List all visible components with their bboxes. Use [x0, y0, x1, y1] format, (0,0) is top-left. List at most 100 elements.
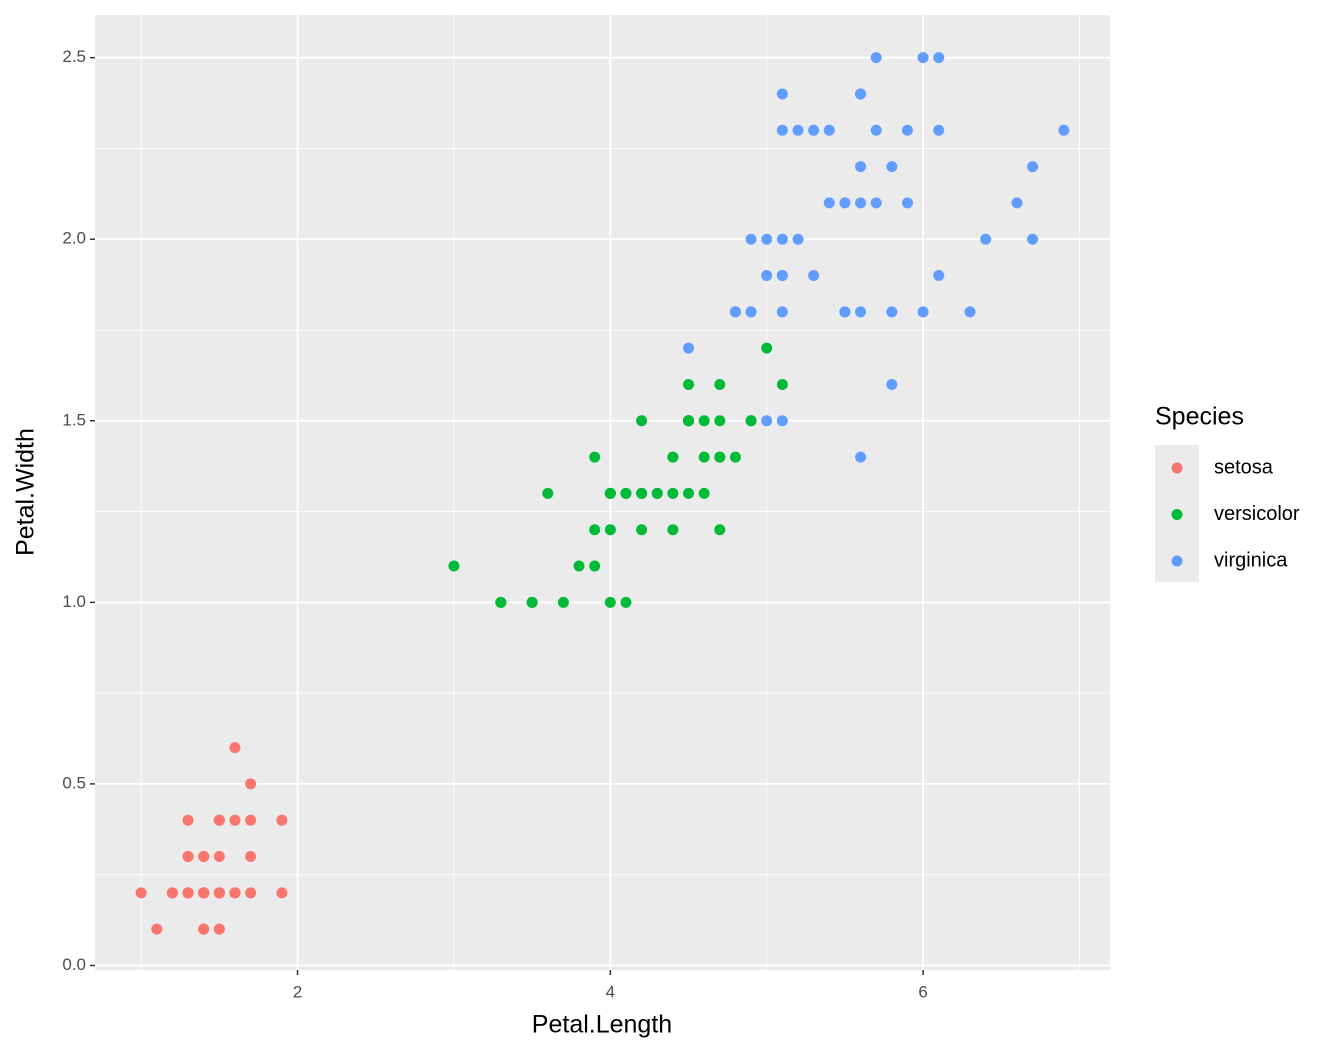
- point: [683, 378, 695, 390]
- point: [667, 524, 679, 536]
- point: [636, 524, 648, 536]
- point: [855, 306, 867, 318]
- point: [886, 378, 898, 390]
- point: [620, 596, 632, 608]
- point: [604, 524, 616, 536]
- point: [526, 596, 538, 608]
- point: [933, 52, 945, 64]
- point: [792, 124, 804, 136]
- point: [855, 161, 867, 173]
- point: [135, 887, 147, 899]
- y-tick-label: 2.5: [62, 47, 86, 66]
- point: [589, 451, 601, 463]
- point: [823, 124, 835, 136]
- y-tick-label: 0.0: [62, 955, 86, 974]
- point: [604, 596, 616, 608]
- point: [745, 415, 757, 427]
- point: [229, 742, 241, 754]
- point: [761, 415, 773, 427]
- point: [182, 814, 194, 826]
- point: [1027, 161, 1039, 173]
- point: [245, 814, 257, 826]
- x-axis-title: Petal.Length: [532, 1011, 672, 1039]
- point: [761, 342, 773, 354]
- panel: [95, 15, 1110, 970]
- point: [714, 378, 726, 390]
- point: [667, 487, 679, 499]
- point: [604, 487, 616, 499]
- point: [245, 851, 257, 863]
- point: [901, 197, 913, 209]
- point: [839, 306, 851, 318]
- point: [808, 124, 820, 136]
- point: [776, 124, 788, 136]
- point: [761, 233, 773, 245]
- point: [823, 197, 835, 209]
- point: [745, 233, 757, 245]
- point: [276, 887, 288, 899]
- point: [792, 233, 804, 245]
- y-tick-label: 1.5: [62, 410, 86, 429]
- point: [198, 923, 210, 935]
- point: [917, 52, 929, 64]
- point: [213, 851, 225, 863]
- point: [855, 451, 867, 463]
- point: [698, 415, 710, 427]
- point: [495, 596, 507, 608]
- x-tick-label: 6: [918, 982, 927, 1001]
- point: [276, 814, 288, 826]
- y-axis-title: Petal.Width: [12, 428, 40, 556]
- point: [1058, 124, 1070, 136]
- points: [135, 52, 1070, 935]
- point: [589, 524, 601, 536]
- point: [667, 451, 679, 463]
- point: [761, 270, 773, 282]
- point: [182, 851, 194, 863]
- point: [683, 487, 695, 499]
- point: [729, 451, 741, 463]
- point: [808, 270, 820, 282]
- grid: [95, 15, 1110, 970]
- point: [213, 814, 225, 826]
- point: [933, 124, 945, 136]
- point: [683, 342, 695, 354]
- point: [557, 596, 569, 608]
- point: [870, 52, 882, 64]
- point: [917, 306, 929, 318]
- point: [776, 306, 788, 318]
- point: [198, 887, 210, 899]
- legend-key: [1171, 509, 1183, 520]
- point: [776, 88, 788, 100]
- point: [964, 306, 976, 318]
- point: [683, 415, 695, 427]
- point: [229, 887, 241, 899]
- point: [714, 415, 726, 427]
- point: [776, 378, 788, 390]
- point: [151, 923, 163, 935]
- point: [870, 124, 882, 136]
- y-tick-label: 0.5: [62, 773, 86, 792]
- legend-key: [1171, 462, 1183, 474]
- point: [1027, 233, 1039, 245]
- legend-label: setosa: [1214, 456, 1274, 478]
- point: [1011, 197, 1023, 209]
- point: [636, 415, 648, 427]
- point: [980, 233, 992, 245]
- legend-key: [1171, 555, 1183, 567]
- point: [855, 197, 867, 209]
- point: [166, 887, 178, 899]
- point: [870, 197, 882, 209]
- y-tick-label: 2.0: [62, 229, 86, 248]
- point: [776, 270, 788, 282]
- point: [855, 88, 867, 100]
- point: [245, 778, 257, 790]
- point: [229, 814, 241, 826]
- point: [542, 487, 554, 499]
- point: [448, 560, 460, 572]
- point: [886, 306, 898, 318]
- legend-label: versicolor: [1214, 503, 1300, 525]
- x-tick-label: 4: [606, 982, 615, 1001]
- point: [776, 415, 788, 427]
- point: [182, 887, 194, 899]
